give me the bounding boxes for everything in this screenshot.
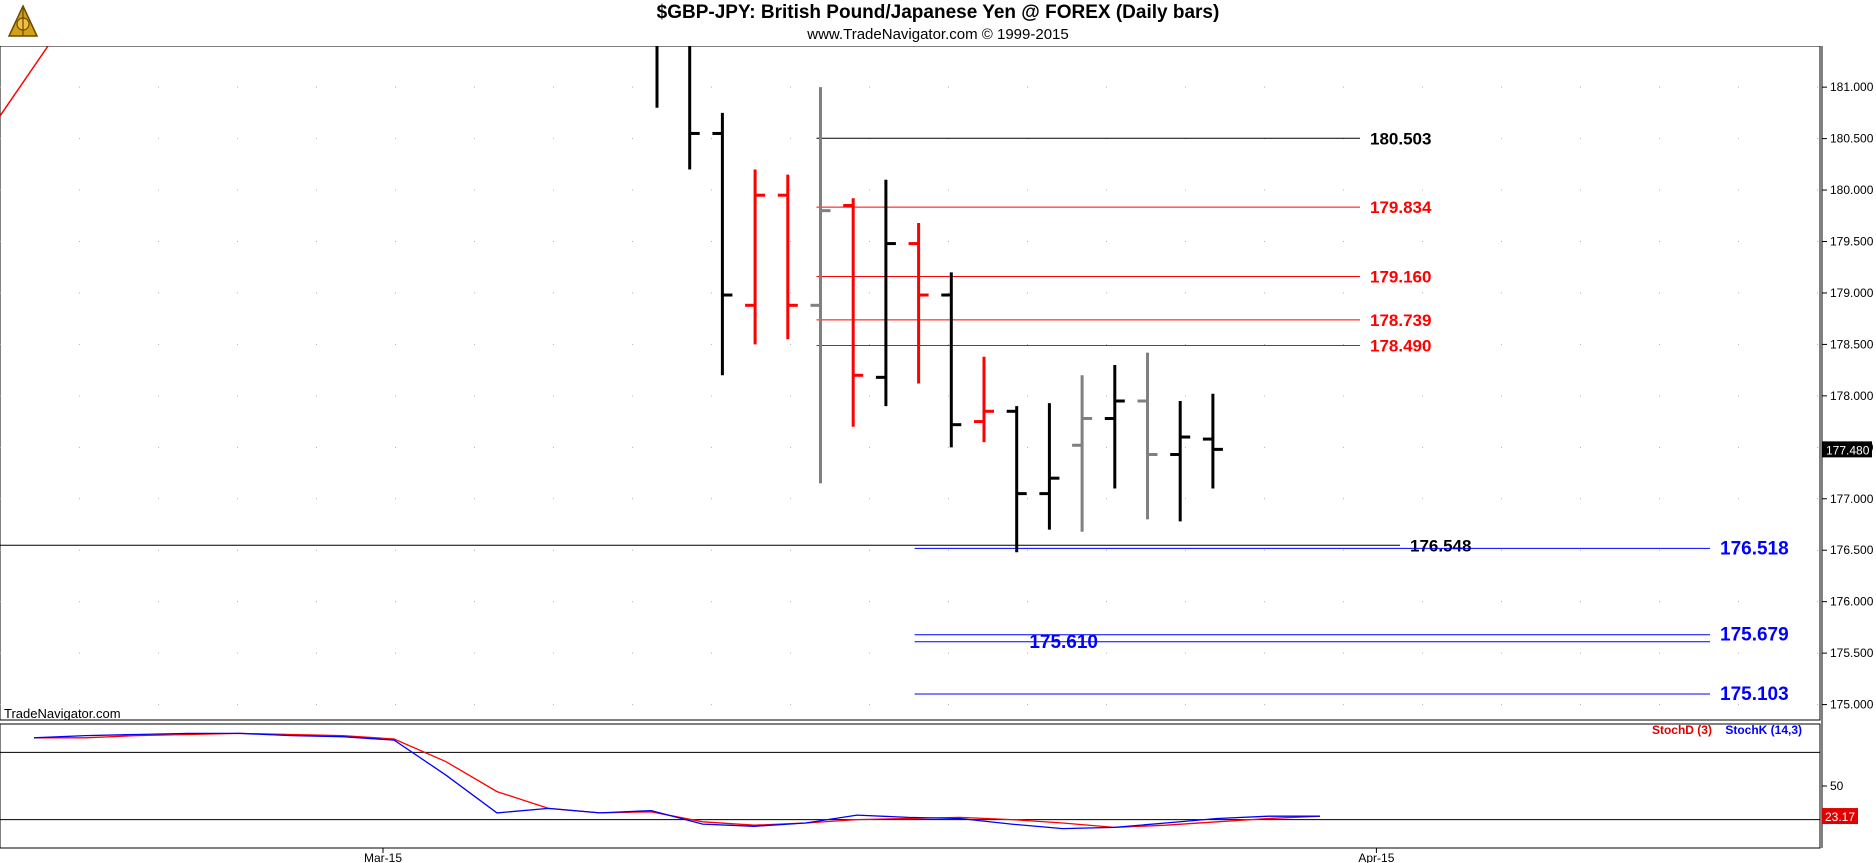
watermark: TradeNavigator.com [4,706,121,721]
stoch-tick-label: 50 [1830,779,1844,793]
last-price-label: 177.480 [1826,443,1870,457]
price-tick-label: 178.000 [1830,389,1874,403]
legend-stochk: StochK (14,3) [1725,723,1802,737]
chart-title: $GBP-JPY: British Pound/Japanese Yen @ F… [656,2,1220,23]
legend-stochd: StochD (3) [1651,723,1712,737]
stoch-last-label: 23.17 [1825,810,1855,824]
level-label: 176.548 [1410,536,1471,555]
price-tick-label: 179.000 [1830,286,1874,300]
stoch-legend: StochD (3) StochK (14,3) [1652,723,1802,737]
x-tick-label: Mar-15 [364,851,402,863]
level-label: 180.503 [1370,129,1431,148]
price-tick-label: 177.000 [1830,492,1874,506]
chart-subtitle: www.TradeNavigator.com © 1999-2015 [807,26,1069,43]
level-label: 179.834 [1370,198,1432,217]
price-tick-label: 180.500 [1830,132,1874,146]
level-label: 175.103 [1720,684,1789,705]
trend-line [0,45,49,117]
price-tick-label: 175.000 [1830,698,1874,712]
last-price-box [1822,441,1872,458]
level-label: 175.679 [1720,625,1789,646]
stoch-series-line [33,732,1320,830]
price-panel [0,45,1821,721]
chart-header: $GBP-JPY: British Pound/Japanese Yen @ F… [0,0,1876,46]
price-tick-label: 179.500 [1830,235,1874,249]
stoch-panel [0,723,1821,849]
level-label: 179.160 [1370,267,1431,286]
level-label: 176.518 [1720,538,1789,559]
price-tick-label: 175.500 [1830,646,1874,660]
x-tick-label: Apr-15 [1358,851,1394,863]
price-tick-label: 178.500 [1830,337,1874,351]
price-tick-label: 180.000 [1830,183,1874,197]
price-tick-label: 176.000 [1830,595,1874,609]
level-label: 178.490 [1370,336,1431,355]
price-tick-label: 181.000 [1830,80,1874,94]
price-tick-label: 176.500 [1830,543,1874,557]
level-label: 175.610 [1029,632,1098,653]
trade-navigator-logo-icon [7,4,39,37]
level-label: 178.739 [1370,311,1431,330]
stoch-last-box [1822,808,1858,825]
